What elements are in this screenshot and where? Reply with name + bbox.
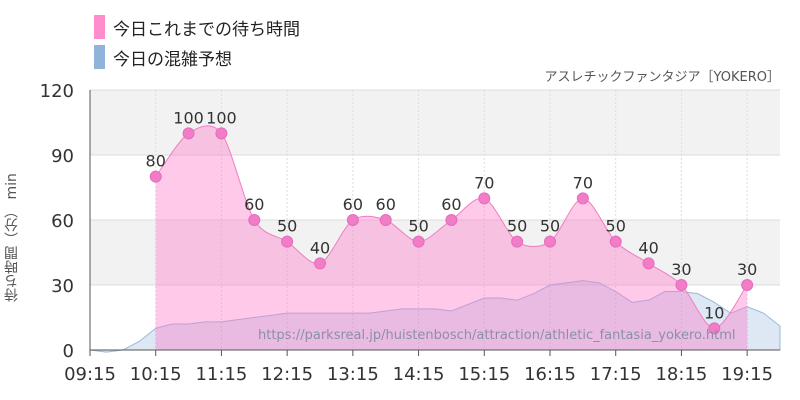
x-tick-label: 10:15 <box>130 364 182 385</box>
x-tick-label: 19:15 <box>721 364 773 385</box>
data-point <box>149 170 162 183</box>
data-label: 50 <box>507 217 527 236</box>
plot-band <box>90 285 780 350</box>
data-label: 50 <box>277 217 297 236</box>
x-tick-label: 14:15 <box>393 364 445 385</box>
x-tick-label: 13:15 <box>327 364 379 385</box>
data-label: 40 <box>638 238 658 257</box>
data-point <box>576 192 589 205</box>
plot-band <box>90 90 780 155</box>
source-watermark: https://parksreal.jp/huistenbosch/attrac… <box>258 328 736 343</box>
legend-swatch-wait <box>94 15 105 39</box>
plot-band <box>90 220 780 285</box>
data-point <box>379 214 392 226</box>
data-point <box>215 127 228 140</box>
wait-time-area <box>155 125 748 350</box>
legend: 今日これまでの待ち時間 今日の混雑予想 <box>94 12 300 72</box>
data-point <box>675 279 688 291</box>
legend-label-wait: 今日これまでの待ち時間 <box>113 19 300 40</box>
legend-item-forecast: 今日の混雑予想 <box>94 42 300 72</box>
data-label: 50 <box>606 217 626 236</box>
x-tick-label: 16:15 <box>524 364 576 385</box>
y-axis-title: 待ち時間（分） min <box>4 173 20 303</box>
legend-label-forecast: 今日の混雑予想 <box>113 49 232 70</box>
y-tick-label: 30 <box>51 276 74 297</box>
data-label: 70 <box>474 173 494 192</box>
y-tick-label: 60 <box>51 211 74 232</box>
data-point <box>609 235 622 248</box>
attraction-subtitle: アスレチックファンタジア［YOKERO］ <box>544 70 780 85</box>
data-point <box>412 235 425 248</box>
x-tick-label: 09:15 <box>64 364 116 385</box>
plot-band <box>90 155 780 220</box>
data-point <box>642 257 655 270</box>
data-label: 70 <box>573 173 593 192</box>
data-point <box>182 127 195 140</box>
data-label: 30 <box>671 260 691 279</box>
data-label: 40 <box>310 238 330 257</box>
data-label: 50 <box>540 217 560 236</box>
data-point <box>248 214 261 226</box>
y-tick-label: 90 <box>51 146 74 167</box>
data-point <box>281 235 294 248</box>
y-tick-label: 120 <box>40 81 74 102</box>
data-point <box>544 235 556 248</box>
data-label: 30 <box>737 260 757 279</box>
data-point <box>741 279 754 291</box>
y-tick-label: 0 <box>63 341 74 362</box>
data-label: 50 <box>408 217 428 236</box>
data-label: 100 <box>206 108 237 127</box>
data-label: 10 <box>704 303 724 322</box>
data-label: 60 <box>343 195 363 214</box>
x-tick-label: 17:15 <box>590 364 642 385</box>
data-point <box>445 214 458 226</box>
data-point <box>511 235 524 248</box>
data-label: 80 <box>146 152 166 171</box>
data-point <box>478 192 491 205</box>
data-point <box>346 214 359 226</box>
data-label: 60 <box>376 195 396 214</box>
x-tick-label: 15:15 <box>458 364 510 385</box>
legend-item-wait: 今日これまでの待ち時間 <box>94 12 300 42</box>
legend-swatch-forecast <box>94 45 105 69</box>
data-label: 100 <box>173 108 204 127</box>
data-label: 60 <box>244 195 264 214</box>
x-tick-label: 12:15 <box>261 364 313 385</box>
data-point <box>314 257 326 270</box>
data-point <box>708 322 721 335</box>
x-tick-label: 18:15 <box>655 364 707 385</box>
x-tick-label: 11:15 <box>195 364 247 385</box>
forecast-area <box>89 280 781 353</box>
data-label: 60 <box>441 195 461 214</box>
